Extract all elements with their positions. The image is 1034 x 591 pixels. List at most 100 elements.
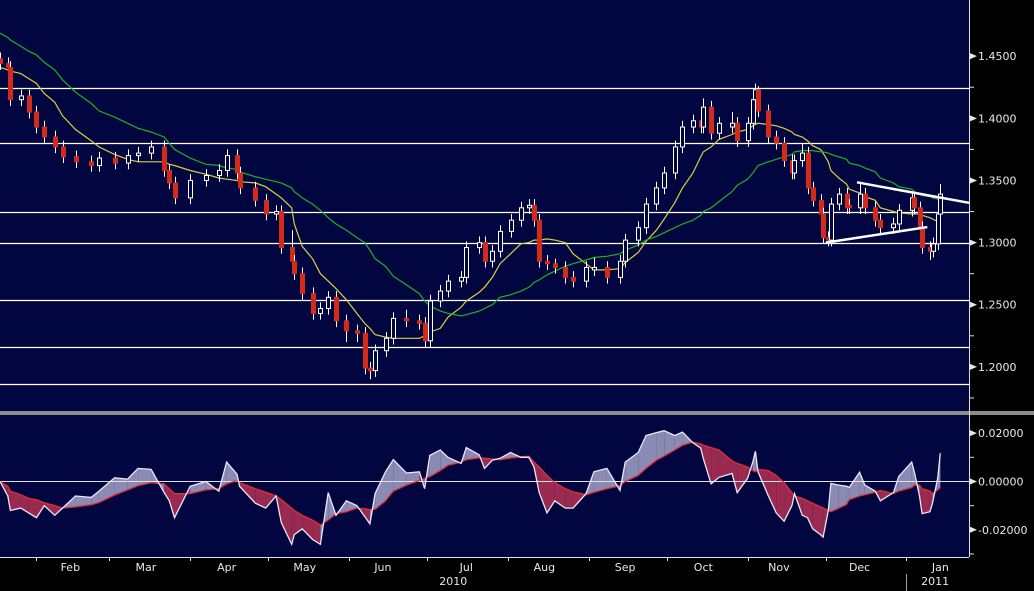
candle-down bbox=[368, 367, 373, 372]
candle-up bbox=[136, 152, 141, 157]
candle-up bbox=[800, 152, 805, 162]
candle-down bbox=[735, 122, 740, 142]
candle-down bbox=[571, 276, 576, 282]
candle-down bbox=[483, 242, 488, 262]
candle-up bbox=[428, 300, 433, 342]
candlesticks bbox=[0, 52, 943, 380]
candle-down bbox=[162, 146, 167, 172]
candle-down bbox=[363, 332, 368, 369]
candle-up bbox=[459, 276, 464, 282]
candle-up bbox=[19, 95, 24, 101]
oscillator-fill bbox=[312, 520, 321, 545]
x-month-label: Sep bbox=[615, 561, 636, 574]
candle-up bbox=[644, 203, 649, 229]
candle-down bbox=[782, 142, 787, 162]
oscillator-fill bbox=[830, 483, 839, 512]
candle-up bbox=[584, 266, 589, 282]
oscillator-fill bbox=[302, 515, 313, 540]
oscillator-fill bbox=[807, 500, 813, 529]
candle-down bbox=[878, 219, 883, 229]
candle-up bbox=[391, 317, 396, 339]
candle-up bbox=[662, 172, 667, 189]
candle-up bbox=[931, 243, 936, 252]
y-tick-marker bbox=[970, 177, 977, 184]
y-tick-marker bbox=[970, 526, 977, 533]
candle-up bbox=[225, 155, 230, 172]
oscillator-line-1 bbox=[0, 430, 941, 547]
candle-up bbox=[509, 219, 514, 232]
candle-down bbox=[912, 197, 917, 209]
candle-up bbox=[891, 223, 896, 229]
candle-up bbox=[701, 106, 706, 128]
candle-up bbox=[680, 126, 685, 148]
candle-up bbox=[326, 296, 331, 309]
oscillator-fill bbox=[646, 432, 657, 469]
candle-down bbox=[563, 266, 568, 278]
x-month-label: May bbox=[293, 561, 316, 574]
oscillator-fill bbox=[664, 430, 675, 457]
candle-down bbox=[173, 182, 178, 199]
candle-down bbox=[89, 161, 94, 167]
candle-down bbox=[235, 155, 240, 174]
candle-up bbox=[897, 209, 902, 225]
oscillator-fill bbox=[711, 447, 719, 484]
candle-up bbox=[438, 290, 443, 302]
oscillator-fill bbox=[539, 466, 548, 513]
oscillator-fill bbox=[703, 445, 712, 484]
candle-up bbox=[691, 120, 696, 128]
candle-up bbox=[384, 337, 389, 352]
oscillator-fill bbox=[776, 475, 785, 522]
oscillator-line-2 bbox=[0, 441, 941, 526]
x-year-label: 2011 bbox=[921, 575, 949, 588]
candle-down bbox=[709, 106, 714, 134]
candle-down bbox=[806, 152, 811, 189]
x-month-label: Apr bbox=[217, 561, 237, 574]
candle-down bbox=[334, 296, 339, 322]
y-tick-label: 1.4500 bbox=[978, 50, 1017, 63]
candle-down bbox=[61, 146, 66, 158]
oscillator-fill bbox=[737, 463, 748, 493]
oscillator-fill bbox=[554, 482, 566, 509]
candle-up bbox=[527, 204, 532, 209]
candle-down bbox=[605, 266, 610, 278]
candle-up bbox=[654, 187, 659, 205]
candle-up bbox=[792, 160, 797, 174]
candle-down bbox=[279, 211, 284, 249]
candle-up bbox=[519, 207, 524, 221]
oscillator-fill bbox=[36, 499, 45, 518]
candle-up bbox=[730, 122, 735, 128]
candle-down bbox=[290, 247, 295, 262]
oscillator-fill bbox=[812, 503, 821, 535]
horizontal-levels bbox=[0, 87, 969, 386]
y-tick-marker bbox=[970, 478, 977, 485]
candle-up bbox=[837, 193, 842, 205]
candle-up bbox=[217, 170, 222, 176]
x-month-label: Mar bbox=[135, 561, 156, 574]
x-month-label: Jun bbox=[373, 561, 391, 574]
candle-up bbox=[274, 211, 279, 215]
candle-down bbox=[811, 187, 816, 201]
candle-up bbox=[97, 157, 102, 167]
y-tick-label: -0.02000 bbox=[978, 524, 1027, 537]
price-panel-background bbox=[0, 0, 969, 411]
candle-down bbox=[6, 63, 11, 68]
oscillator bbox=[0, 430, 969, 547]
candle-up bbox=[149, 146, 154, 154]
candle-down bbox=[819, 199, 824, 215]
oscillator-fill bbox=[593, 468, 607, 493]
oscillator-fill bbox=[656, 430, 665, 461]
y-axis: 1.4500 1.4000 1.3500 1.3000 1.2500 1.2000 0.02… bbox=[970, 50, 1027, 555]
oscillator-fill bbox=[929, 491, 933, 512]
candle-down bbox=[423, 322, 428, 342]
oscillator-fill bbox=[429, 450, 441, 477]
oscillator-fill bbox=[20, 494, 29, 513]
candle-down bbox=[918, 207, 923, 229]
candle-up bbox=[318, 307, 323, 314]
trendline bbox=[856, 181, 970, 205]
candle-down bbox=[756, 89, 761, 112]
oscillator-fill bbox=[674, 432, 683, 451]
y-tick-marker bbox=[970, 115, 977, 122]
oscillator-fill bbox=[169, 488, 175, 518]
candle-up bbox=[717, 122, 722, 134]
